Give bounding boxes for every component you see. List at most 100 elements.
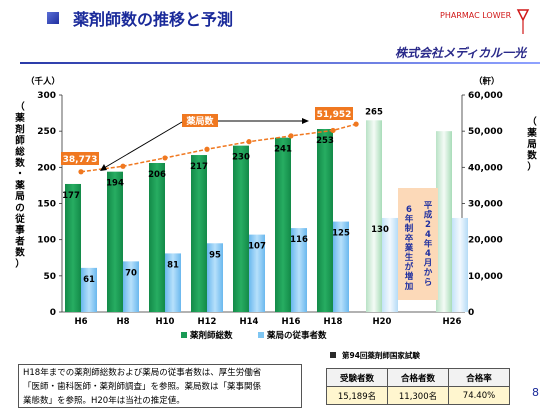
axis-title-char: ・ [15,169,25,180]
axis-title-char: 剤 [14,123,25,135]
page-title: 薬剤師数の推移と予測 [73,10,234,29]
bar-pharmacy-staff [249,234,265,312]
exam-header-cell: 合格率 [448,368,510,387]
axis-title-char: 局 [527,139,537,150]
right-tick-label: 50,000 [468,127,503,137]
forecast-note-char: 4 [425,230,431,240]
right-axis-title: （薬局数） [526,116,537,173]
left-axis-unit: （千人） [26,76,60,87]
right-tick-label: 30,000 [468,200,503,210]
left-tick-label: 300 [37,91,56,101]
bar-pharmacy-staff-projected [452,217,468,312]
pharmacy-start-callout-text: 38,773 [63,155,98,165]
bar-pharmacy-staff-label: 70 [125,268,137,278]
legend-label-pharmacy-staff: 薬局の従事者数 [266,330,327,341]
forecast-note-char: 卒 [405,233,414,244]
bar-total-label: 253 [316,136,334,146]
forecast-note-char: 6 [406,205,412,215]
note-line: 「医師・歯科医師・薬剤師調査」を参照。薬局数は「薬事関係 [23,382,262,392]
exam-table: 受験者数 合格者数 合格率 15,189名 11,300名 74.40% [326,368,510,405]
x-tick-label: H8 [116,317,129,327]
right-tick-label: 0 [468,308,474,318]
x-tick-label: H16 [282,317,301,327]
exam-header-cell: 受験者数 [326,368,388,387]
exam-bullet [330,352,336,358]
x-tick-label: H26 [443,317,462,327]
bar-pharmacy-staff-label: 125 [332,229,350,239]
exam-value-cell: 15,189名 [326,386,388,405]
bar-total [275,137,291,312]
note-line: H18年までの薬剤師総数および薬局の従事者数は、厚生労働省 [23,368,262,378]
forecast-note-char: 成 [424,210,433,221]
forecast-note-char: 年 [424,238,433,249]
bar-total-label: 241 [274,145,292,155]
source-note: H18年までの薬剤師総数および薬局の従事者数は、厚生労働省 「医師・歯科医師・薬… [18,364,302,408]
company-name: 株式会社メディカル一光 [395,46,527,60]
axis-title-char: 数 [14,157,25,169]
forecast-note-char: 増 [405,271,414,282]
left-tick-label: 250 [37,127,56,137]
left-tick-label: 200 [37,163,56,173]
pharmacy-series-callout: 薬局数 [182,114,218,127]
exam-title: 第94回薬剤師国家試験 [342,351,420,360]
legend: 薬剤師総数 薬局の従事者数 [181,330,327,341]
forecast-note-char: か [424,268,433,278]
axis-title-char: 総 [15,146,25,158]
bar-total-label: 217 [190,162,208,172]
forecast-note-char: 平 [424,201,433,211]
bar-pharmacy-staff-label: 61 [83,275,95,285]
legend-label-total: 薬剤師総数 [189,330,233,341]
x-tick-label: H14 [240,317,259,327]
forecast-note-char: が [405,262,414,273]
left-axis-title: （薬剤師総数・薬局の従事者数） [14,101,25,270]
bar-pharmacy-staff [382,217,398,312]
legend-swatch-pharmacy-staff [258,332,264,338]
page-number: 8 [532,386,539,399]
bar-pharmacy-staff-label: 107 [248,242,266,252]
axis-title-char: ） [527,161,537,173]
pharmacy-count-point [353,121,359,127]
pharmacy-count-line [80,123,357,173]
callout-arrowhead-left [100,164,107,171]
forecast-note-char: ら [424,278,433,288]
forecast-note-bg [398,188,438,300]
forecast-note-char: 業 [404,242,414,253]
forecast-note-char: 加 [404,281,414,292]
axis-title-char: （ [527,116,537,128]
pharmacy-count-point [78,169,84,175]
pharmacy-series-callout-bg [182,114,218,127]
exam-value-cell: 11,300名 [387,386,449,405]
note-line: 業態数」を参照。H20年は当社の推定値。 [23,396,185,406]
axis-title-char: 薬 [14,179,25,191]
bar-pharmacy-staff-label: 81 [167,260,179,270]
bar-total [366,120,382,312]
right-tick-label: 60,000 [468,91,503,101]
bar-total [65,183,81,312]
forecast-note-char: 制 [405,223,414,234]
bar-total [233,145,249,312]
pharmacy-end-callout-text: 51,952 [317,110,352,120]
pharmacy-count-point [246,139,252,145]
bar-pharmacy-staff-label: 116 [290,235,308,245]
flower-logo-icon [516,9,530,34]
forecast-note-char: 年 [405,214,414,225]
axis-title-char: 者 [14,235,25,247]
pharmacy-series-callout-text: 薬局数 [186,115,214,127]
left-tick-label: 100 [37,236,56,246]
callout-arrow-left [103,121,183,169]
axis-title-char: 従 [14,213,25,225]
bar-total-label: 230 [232,153,250,163]
axis-title-char: （ [15,101,25,113]
right-tick-label: 40,000 [468,163,503,173]
bar-pharmacy-staff-label: 95 [209,250,221,260]
title-divider [20,62,540,64]
axis-title-char: ） [15,258,25,270]
pharmacy-count-point [162,155,168,161]
x-tick-label: H6 [74,317,87,327]
bar-total-label: 177 [62,191,80,201]
left-tick-label: 50 [43,272,56,282]
axis-title-char: の [15,203,25,214]
bar-pharmacy-staff [207,243,223,312]
